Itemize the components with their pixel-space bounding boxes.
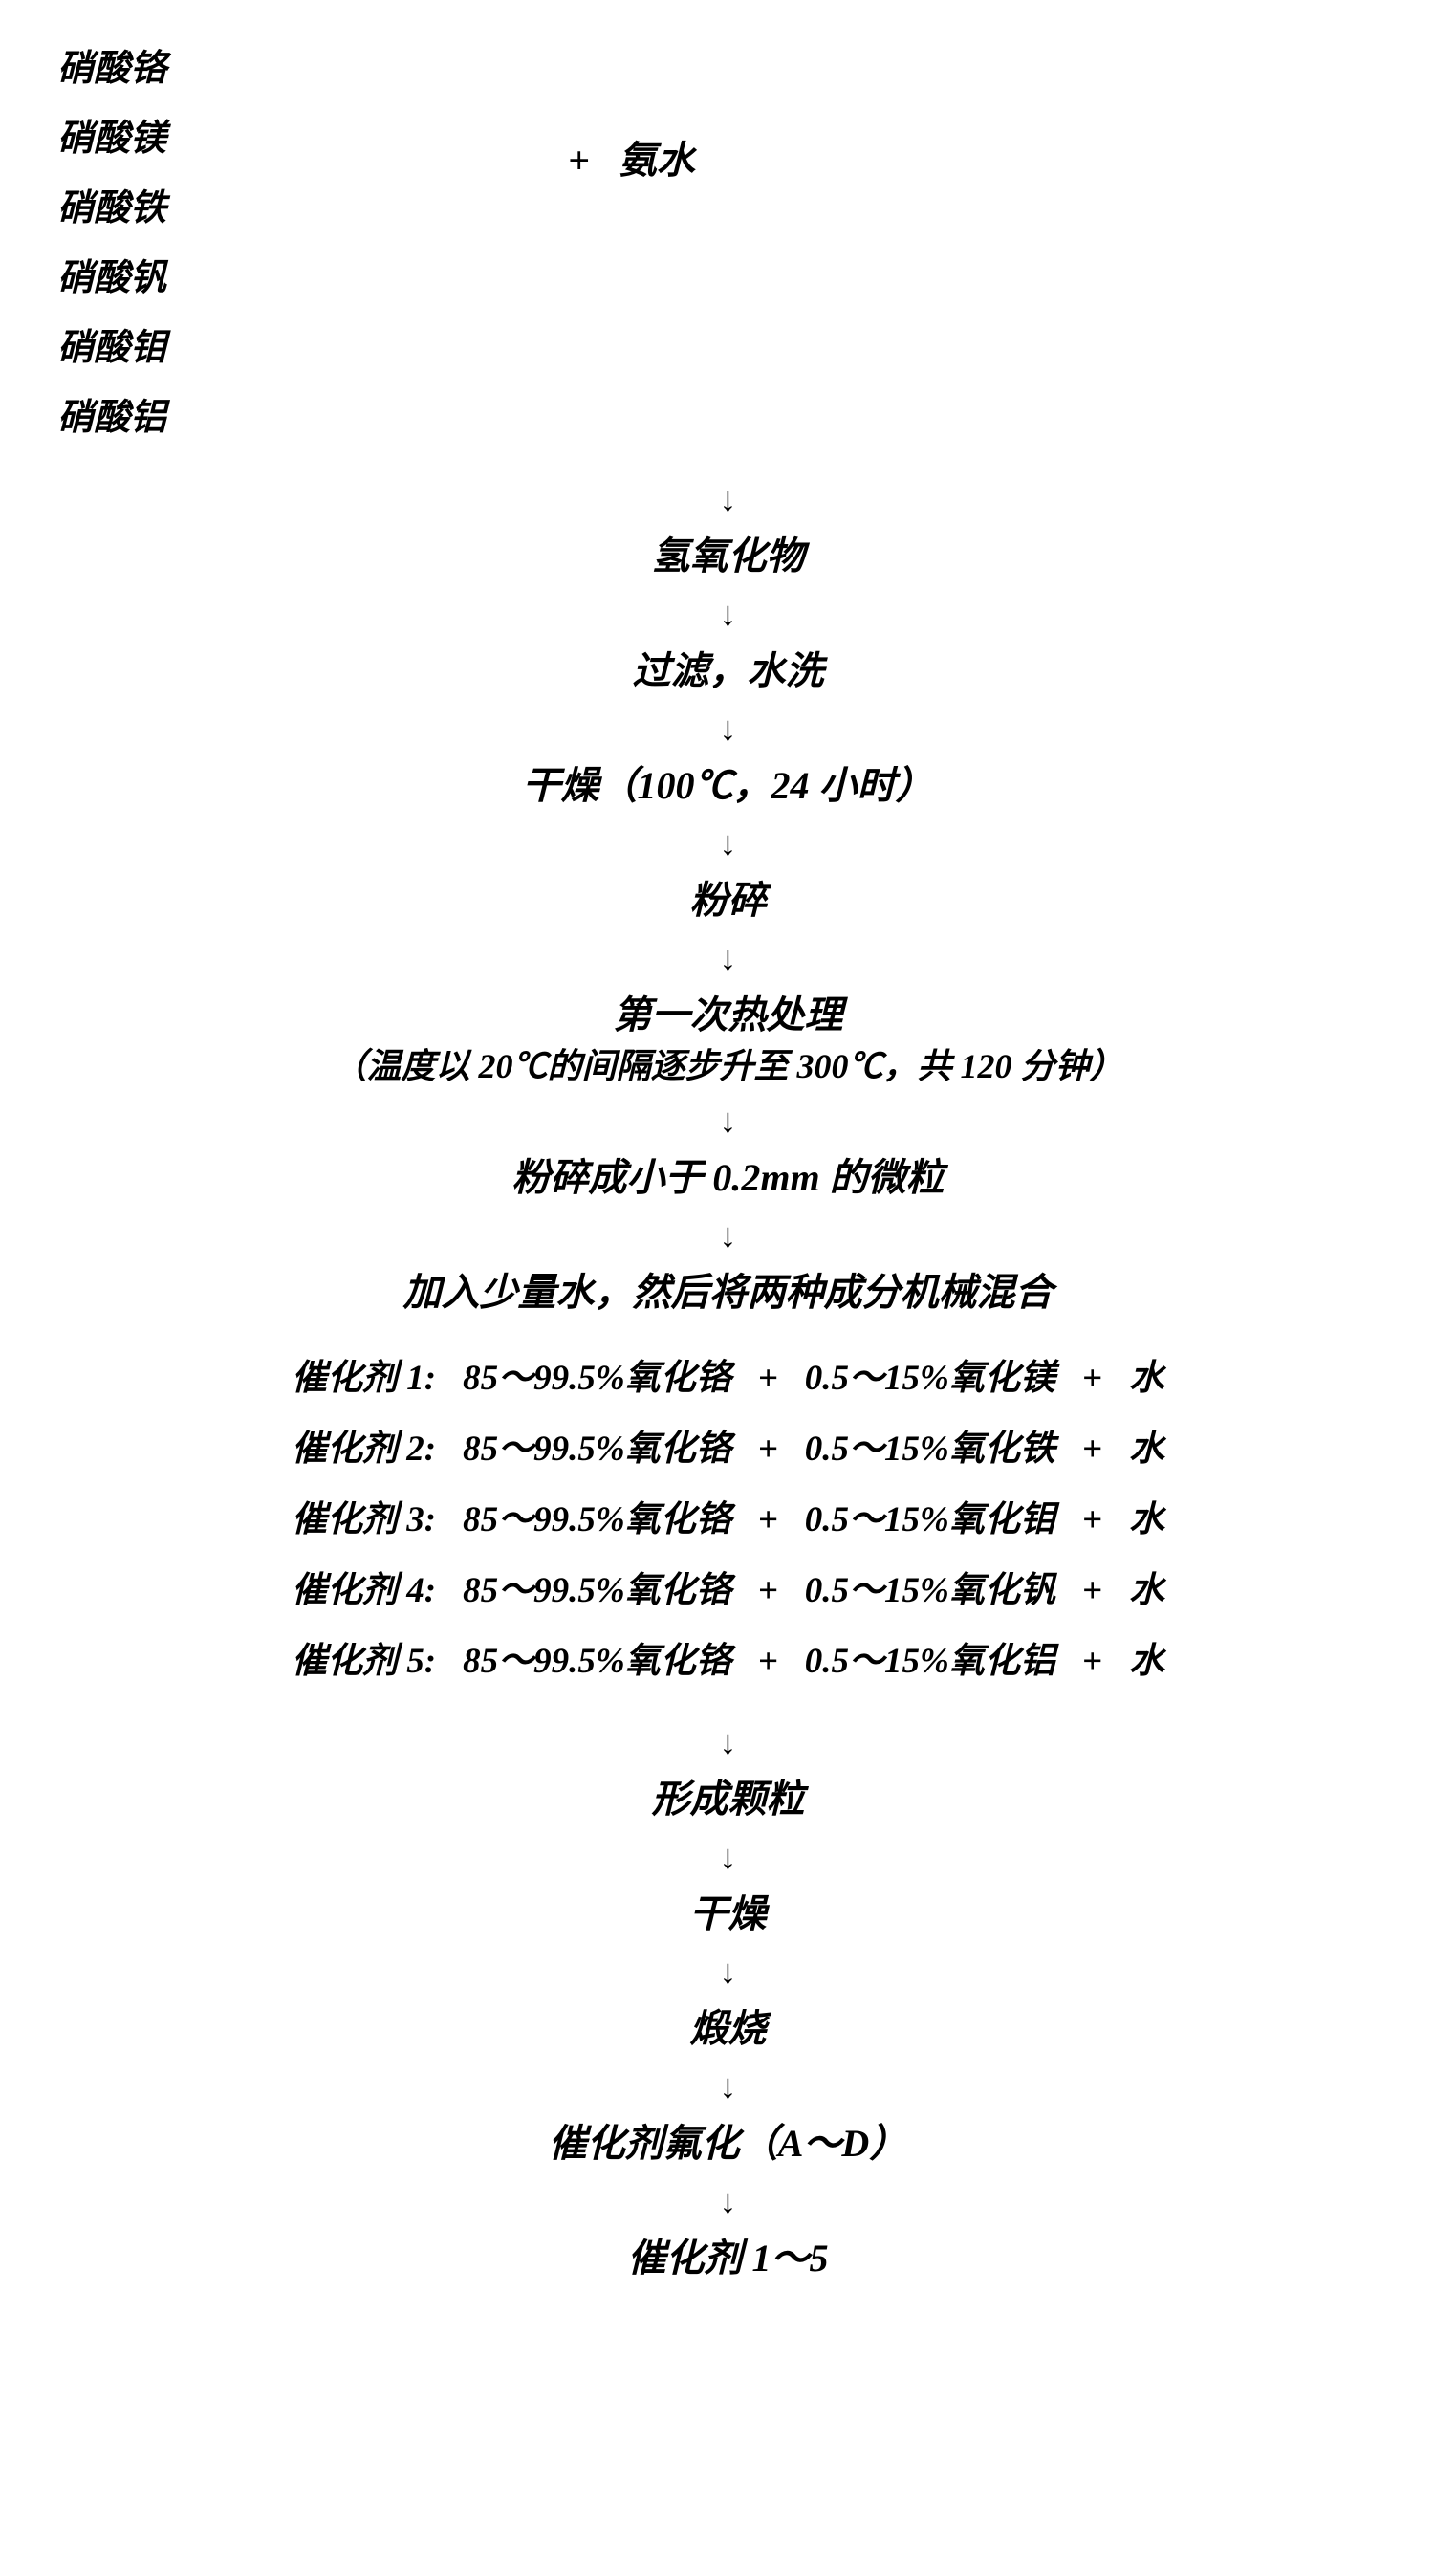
- catalyst-water: 水: [1129, 1430, 1164, 1469]
- plus-sign: +: [568, 139, 590, 182]
- nitrate-item: 硝酸铬: [57, 38, 166, 91]
- arrow-down-icon: ↓: [720, 1954, 737, 1989]
- step-granulate: 形成颗粒: [652, 1773, 805, 1826]
- step-dry2: 干燥: [690, 1888, 767, 1941]
- catalyst-row: 催化剂 2:85～99.5%氧化铬+0.5～15%氧化铁+水: [292, 1419, 1164, 1471]
- catalyst-additive: 0.5～15%氧化镁: [805, 1359, 1055, 1398]
- catalyst-number: 2: [406, 1430, 424, 1469]
- nitrate-item: 硝酸钒: [57, 248, 166, 300]
- catalyst-additive: 0.5～15%氧化钼: [805, 1500, 1055, 1539]
- nitrate-item: 硝酸铁: [57, 178, 166, 230]
- catalyst-number: 3: [406, 1500, 424, 1539]
- step-heat1-detail: （温度以 20℃的间隔逐步升至 300℃，共 120 分钟）: [332, 1042, 1123, 1090]
- catalyst-water: 水: [1129, 1642, 1164, 1681]
- arrow-down-icon: ↓: [720, 2069, 737, 2104]
- plus-sign: +: [1082, 1359, 1102, 1398]
- nitrate-item: 硝酸铝: [57, 387, 166, 440]
- plus-sign: +: [758, 1571, 778, 1610]
- arrow-down-icon: ↓: [720, 2184, 737, 2218]
- step-crush1: 粉碎: [690, 874, 767, 928]
- catalyst-row: 催化剂 4:85～99.5%氧化铬+0.5～15%氧化钒+水: [292, 1561, 1164, 1612]
- plus-sign: +: [758, 1359, 778, 1398]
- step-filter-wash: 过滤，水洗: [633, 644, 824, 698]
- catalyst-number: 5: [406, 1642, 424, 1681]
- plus-ammonia: + 氨水: [568, 129, 695, 185]
- plus-sign: +: [758, 1642, 778, 1681]
- catalyst-compositions: 催化剂 1:85～99.5%氧化铬+0.5～15%氧化镁+水 催化剂 2:85～…: [292, 1348, 1164, 1683]
- step-fluorinate: 催化剂氟化（A～D）: [549, 2117, 908, 2171]
- catalyst-main: 85～99.5%氧化铬: [463, 1430, 731, 1469]
- catalyst-water: 水: [1129, 1571, 1164, 1610]
- catalyst-row: 催化剂 1:85～99.5%氧化铬+0.5～15%氧化镁+水: [292, 1348, 1164, 1400]
- catalyst-row: 催化剂 5:85～99.5%氧化铬+0.5～15%氧化铝+水: [292, 1631, 1164, 1683]
- arrow-down-icon: ↓: [720, 482, 737, 516]
- catalyst-prefix: 催化剂: [292, 1430, 398, 1469]
- arrow-down-icon: ↓: [720, 941, 737, 975]
- catalyst-water: 水: [1129, 1500, 1164, 1539]
- step-final: 催化剂 1～5: [628, 2232, 829, 2285]
- catalyst-main: 85～99.5%氧化铬: [463, 1642, 731, 1681]
- catalyst-prefix: 催化剂: [292, 1642, 398, 1681]
- ammonia-label: 氨水: [619, 139, 695, 182]
- nitrate-item: 硝酸镁: [57, 108, 166, 161]
- arrow-down-icon: ↓: [720, 1218, 737, 1253]
- catalyst-main: 85～99.5%氧化铬: [463, 1500, 731, 1539]
- catalyst-prefix: 催化剂: [292, 1571, 398, 1610]
- catalyst-row: 催化剂 3:85～99.5%氧化铬+0.5～15%氧化钼+水: [292, 1490, 1164, 1541]
- step-dry1: 干燥（100℃，24 小时）: [523, 759, 934, 813]
- reactants-section: 硝酸铬 硝酸镁 硝酸铁 硝酸钒 硝酸钼 硝酸铝 + 氨水: [57, 38, 1399, 440]
- catalyst-additive: 0.5～15%氧化铝: [805, 1642, 1055, 1681]
- catalyst-prefix: 催化剂: [292, 1359, 398, 1398]
- catalyst-additive: 0.5～15%氧化钒: [805, 1571, 1055, 1610]
- step-mix: 加入少量水，然后将两种成分机械混合: [403, 1266, 1054, 1320]
- plus-sign: +: [758, 1430, 778, 1469]
- catalyst-main: 85～99.5%氧化铬: [463, 1359, 731, 1398]
- arrow-down-icon: ↓: [720, 597, 737, 631]
- catalyst-number: 1: [406, 1359, 424, 1398]
- plus-sign: +: [1082, 1500, 1102, 1539]
- nitrates-list: 硝酸铬 硝酸镁 硝酸铁 硝酸钒 硝酸钼 硝酸铝: [57, 38, 166, 440]
- flowchart: ↓ 氢氧化物 ↓ 过滤，水洗 ↓ 干燥（100℃，24 小时） ↓ 粉碎 ↓ 第…: [57, 469, 1399, 2285]
- plus-sign: +: [1082, 1642, 1102, 1681]
- catalyst-additive: 0.5～15%氧化铁: [805, 1430, 1055, 1469]
- arrow-down-icon: ↓: [720, 1103, 737, 1138]
- catalyst-prefix: 催化剂: [292, 1500, 398, 1539]
- step-hydroxide: 氢氧化物: [652, 530, 805, 583]
- nitrate-item: 硝酸钼: [57, 317, 166, 370]
- step-crush2: 粉碎成小于 0.2mm 的微粒: [511, 1151, 944, 1205]
- catalyst-number: 4: [406, 1571, 424, 1610]
- step-calcine: 煅烧: [690, 2002, 767, 2056]
- catalyst-water: 水: [1129, 1359, 1164, 1398]
- step-heat1: 第一次热处理: [614, 989, 843, 1042]
- plus-sign: +: [1082, 1571, 1102, 1610]
- plus-sign: +: [758, 1500, 778, 1539]
- arrow-down-icon: ↓: [720, 826, 737, 861]
- arrow-down-icon: ↓: [720, 1725, 737, 1759]
- catalyst-main: 85～99.5%氧化铬: [463, 1571, 731, 1610]
- plus-sign: +: [1082, 1430, 1102, 1469]
- arrow-down-icon: ↓: [720, 1840, 737, 1874]
- arrow-down-icon: ↓: [720, 711, 737, 746]
